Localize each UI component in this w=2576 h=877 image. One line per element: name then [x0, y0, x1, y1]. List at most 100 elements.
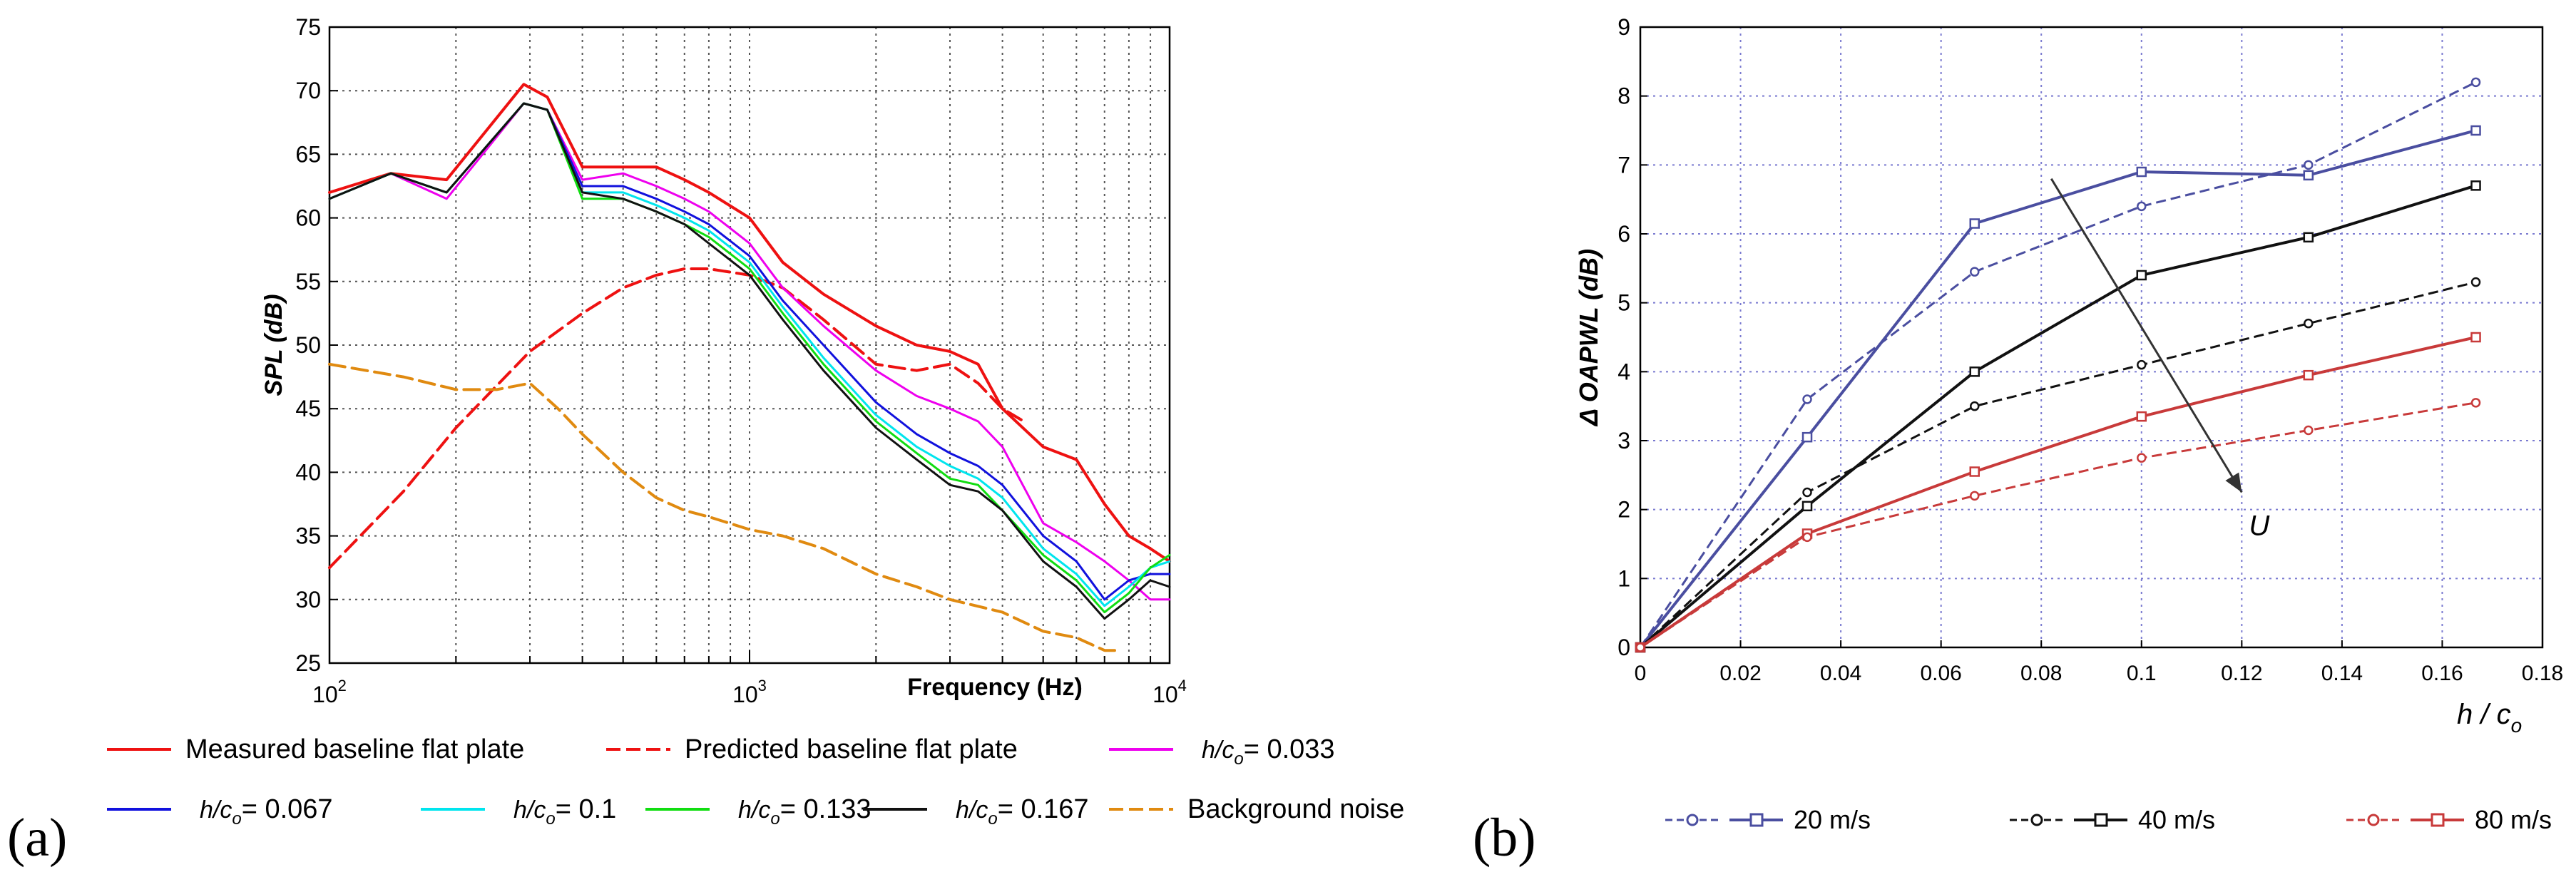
x-tick-exponent: 2 — [338, 677, 347, 694]
legend-label: 20 m/s — [1794, 805, 1871, 834]
y-tick-label: 60 — [295, 205, 321, 231]
data-point-circle — [1635, 642, 1645, 652]
legend-label-value: = 0.067 — [242, 794, 333, 824]
legend-label-4: h/co= 0.1 — [513, 794, 616, 829]
data-point-circle — [1970, 267, 1980, 277]
data-point-square — [2303, 170, 2314, 181]
x-axis-label: h / co — [2457, 699, 2522, 737]
data-point-circle — [1970, 491, 1980, 501]
legend-marker-circle — [2030, 814, 2043, 826]
y-tick-label: 55 — [295, 269, 321, 294]
y-tick-label: 3 — [1617, 428, 1630, 453]
data-point-square — [2136, 270, 2147, 281]
legend-label-prefix: h/c — [1202, 737, 1234, 764]
y-tick-label: 50 — [295, 332, 321, 358]
data-point-circle — [2304, 160, 2314, 170]
legend-label-1: Predicted baseline flat plate — [685, 734, 1018, 764]
data-point-square — [1969, 366, 1980, 377]
x-tick-exponent: 3 — [758, 677, 767, 694]
legend-label-subscript: o — [770, 809, 780, 829]
y-tick-label: 9 — [1617, 14, 1630, 40]
legend-label-value: = 0.133 — [780, 794, 872, 824]
y-tick-label: 7 — [1617, 152, 1630, 178]
legend-label-prefix: h/c — [956, 796, 988, 824]
legend-label-6: h/co= 0.167 — [956, 794, 1089, 829]
legend-label: 80 m/s — [2475, 805, 2552, 834]
x-tick-label: 0.04 — [1820, 662, 1861, 685]
legend-label-5: h/co= 0.133 — [738, 794, 872, 829]
series-line-1 — [328, 267, 1026, 570]
x-tick-label: 0.12 — [2221, 662, 2262, 685]
x-tick-label: 102 — [312, 677, 347, 707]
x-axis-label: Frequency (Hz) — [907, 674, 1083, 701]
annotation-arrow-head — [2225, 472, 2242, 493]
series-line-2 — [328, 102, 1171, 601]
y-tick-label: 2 — [1617, 497, 1630, 523]
series-line-1 — [1639, 81, 2477, 648]
y-tick-label: 35 — [295, 523, 321, 549]
legend-label-subscript: o — [988, 809, 997, 829]
data-point-square — [2303, 232, 2314, 243]
x-tick-label: 0.18 — [2522, 662, 2563, 685]
panel-a-label: (a) — [7, 808, 67, 868]
x-tick-label: 103 — [732, 677, 767, 707]
x-tick-label: 0.06 — [1920, 662, 1961, 685]
x-tick-label: 0.16 — [2421, 662, 2463, 685]
y-tick-label: 40 — [295, 459, 321, 485]
x-axis-label-subscript: o — [2511, 714, 2523, 737]
legend-marker-square — [2431, 813, 2445, 827]
legend-label-7: Background noise — [1187, 794, 1404, 824]
legend-label-prefix: h/c — [738, 796, 770, 824]
y-tick-label: 45 — [295, 396, 321, 421]
x-tick-base: 10 — [1152, 682, 1178, 707]
series-line-0 — [328, 83, 1171, 563]
annotation-arrow-shaft — [2050, 178, 2243, 493]
x-tick-label: 0.02 — [1719, 662, 1761, 685]
data-point-square — [2470, 125, 2481, 136]
y-axis-label: SPL (dB) — [260, 294, 287, 396]
legend-label-subscript: o — [1234, 749, 1243, 769]
x-tick-label: 0 — [1635, 662, 1647, 685]
legend-label-value: = 0.1 — [556, 794, 617, 824]
legend-label-prefix: h/c — [200, 796, 232, 824]
x-tick-label: 104 — [1152, 677, 1187, 707]
y-tick-label: 75 — [295, 14, 321, 40]
series-line-7 — [328, 362, 1119, 652]
data-point-square — [2136, 166, 2147, 178]
data-point-circle — [2470, 277, 2481, 287]
y-tick-label: 30 — [295, 587, 321, 612]
series-line-3 — [1639, 281, 2476, 649]
y-tick-label: 6 — [1617, 221, 1630, 247]
series-line-6 — [328, 102, 1171, 620]
data-point-square — [2470, 332, 2481, 343]
x-tick-base: 10 — [732, 682, 758, 707]
series-line-5 — [1640, 401, 2476, 649]
data-point-circle — [1970, 401, 1980, 411]
y-tick-label: 5 — [1617, 290, 1630, 316]
y-tick-label: 25 — [295, 650, 321, 676]
x-tick-exponent: 4 — [1178, 677, 1187, 694]
legend-label-subscript: o — [546, 809, 555, 829]
data-point-circle — [1802, 532, 1812, 543]
data-point-circle — [1802, 487, 1812, 498]
legend-label-3: h/co= 0.067 — [200, 794, 333, 829]
series-line-0 — [1639, 129, 2477, 649]
legend-label-value: = 0.033 — [1244, 734, 1335, 764]
x-tick-label: 0.1 — [2127, 662, 2157, 685]
data-point-circle — [2137, 359, 2147, 370]
annotation-label: U — [2249, 511, 2270, 542]
legend-label-2: h/co= 0.033 — [1202, 734, 1335, 769]
legend-label: 40 m/s — [2138, 805, 2215, 834]
y-tick-label: 1 — [1617, 565, 1630, 591]
data-point-circle — [1802, 394, 1812, 404]
y-axis-label: Δ OAPWL (dB) — [1574, 249, 1603, 427]
plot-frame — [328, 26, 1171, 665]
y-tick-label: 8 — [1617, 83, 1630, 109]
data-point-circle — [2470, 398, 2481, 408]
data-point-square — [2470, 180, 2481, 191]
legend-marker-square — [1749, 813, 1764, 827]
y-tick-label: 4 — [1617, 359, 1630, 384]
data-point-circle — [2304, 425, 2314, 436]
